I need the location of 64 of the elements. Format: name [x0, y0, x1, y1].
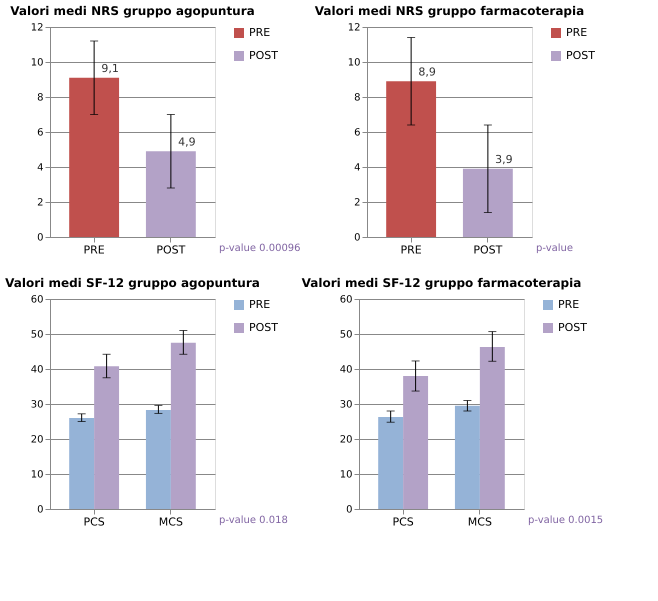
legend-label: PRE	[566, 26, 588, 39]
bar	[454, 406, 480, 509]
y-tick-label: 2	[37, 198, 44, 208]
bar	[480, 346, 505, 509]
text: p-value	[536, 243, 574, 254]
y-tick-label: 4	[354, 162, 360, 174]
y-tick-label: 10	[30, 470, 44, 480]
data-label: 8,9	[418, 65, 436, 78]
y-tick-label: 10	[340, 470, 352, 480]
data-label: 4,9	[178, 135, 196, 148]
y-tick-label: 60	[30, 294, 44, 306]
y-tick-label: 12	[30, 22, 44, 34]
y-tick-label: 8	[37, 92, 44, 104]
y-tick-label: 6	[354, 128, 360, 138]
x-tick-label: PCS	[83, 516, 105, 528]
y-tick-label: 2	[354, 198, 360, 208]
y-tick-label: 30	[340, 400, 352, 410]
legend-label: PRE	[558, 298, 580, 311]
y-tick-label: 12	[348, 22, 360, 34]
y-tick-label: 20	[30, 434, 44, 446]
y-tick-label: 40	[340, 364, 352, 376]
x-tick-label: PCS	[392, 516, 414, 528]
bar	[378, 416, 404, 509]
legend-label: POST	[566, 49, 596, 62]
y-tick-label: 50	[340, 330, 352, 340]
text: p-value 0.0015	[528, 515, 604, 526]
bar	[94, 366, 120, 509]
data-label: 9,1	[101, 62, 119, 75]
y-tick-label: 50	[30, 330, 44, 340]
legend-label: POST	[249, 321, 278, 334]
y-tick-label: 0	[354, 232, 360, 244]
y-tick-label: 40	[30, 364, 44, 376]
x-tick-label: MCS	[468, 516, 492, 528]
x-tick-label: POST	[156, 244, 186, 256]
x-tick-label: MCS	[158, 516, 183, 528]
y-tick-label: 30	[30, 400, 44, 410]
x-tick-label: PRE	[400, 244, 422, 256]
chart-title: Valori medi SF-12 gruppo farmacoterapia	[302, 276, 582, 290]
y-tick-label: 8	[354, 92, 360, 104]
legend-label: POST	[558, 321, 588, 334]
legend-label: PRE	[249, 298, 270, 311]
x-tick-label: PRE	[84, 244, 105, 256]
data-label: 3,9	[495, 152, 513, 166]
y-tick-label: 6	[37, 128, 44, 138]
bar	[170, 342, 196, 509]
chart-title: Valori medi SF-12 gruppo agopuntura	[5, 276, 260, 290]
text: p-value 0.00096	[219, 243, 301, 254]
y-tick-label: 0	[346, 504, 352, 516]
text: p-value 0.018	[219, 515, 288, 526]
legend-label: POST	[249, 49, 278, 62]
x-tick-label: POST	[473, 244, 503, 256]
y-tick-label: 4	[37, 162, 44, 174]
y-tick-label: 0	[37, 504, 44, 516]
y-tick-label: 60	[340, 294, 352, 306]
y-tick-label: 20	[340, 434, 352, 446]
bar	[403, 376, 428, 509]
legend-label: PRE	[249, 26, 270, 39]
y-tick-label: 0	[37, 232, 44, 244]
chart-title: Valori medi NRS gruppo farmacoterapia	[314, 4, 584, 18]
y-tick-label: 10	[30, 58, 44, 68]
y-tick-label: 10	[348, 58, 360, 68]
bar	[69, 418, 94, 509]
bar	[146, 410, 171, 509]
chart-title: Valori medi NRS gruppo agopuntura	[10, 4, 255, 18]
